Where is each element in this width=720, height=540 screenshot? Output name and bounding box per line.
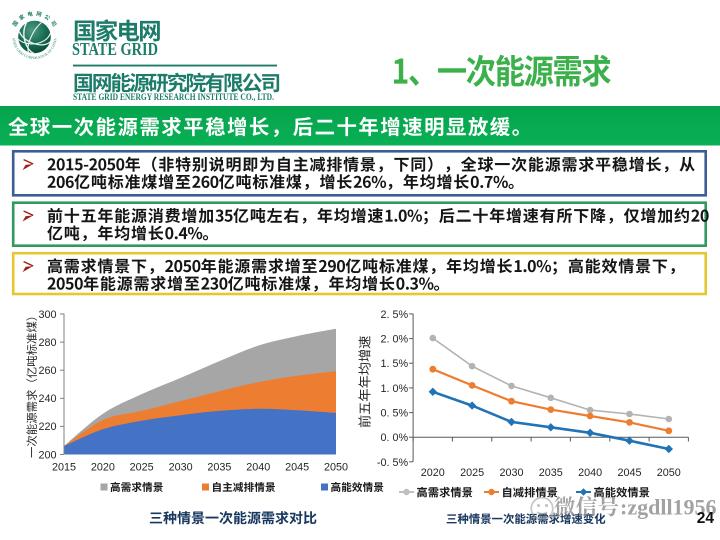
svg-text:2050: 2050 [657, 467, 681, 479]
svg-text::zgdll1956: :zgdll1956 [620, 495, 717, 520]
svg-text:STATE GRID: STATE GRID [72, 39, 158, 59]
svg-text:2025: 2025 [130, 461, 154, 473]
svg-text:2020: 2020 [421, 467, 445, 479]
svg-text:2030: 2030 [499, 467, 523, 479]
svg-text:2040: 2040 [578, 467, 602, 479]
svg-text:2030: 2030 [169, 461, 193, 473]
svg-text:0. 0%: 0. 0% [380, 432, 408, 444]
svg-text:240: 240 [38, 393, 56, 405]
svg-text:2040: 2040 [246, 461, 270, 473]
svg-text:2020: 2020 [91, 461, 115, 473]
svg-text:1. 0%: 1. 0% [380, 383, 408, 395]
svg-text:STATE GRID ENERGY RESEARCH INS: STATE GRID ENERGY RESEARCH INSTITUTE CO.… [73, 92, 274, 103]
svg-text:300: 300 [38, 309, 56, 321]
svg-text:2025: 2025 [460, 467, 484, 479]
svg-text:1. 5%: 1. 5% [380, 358, 408, 370]
svg-text:280: 280 [38, 337, 56, 349]
svg-text:2. 5%: 2. 5% [380, 309, 408, 321]
svg-text:260: 260 [38, 365, 56, 377]
svg-text:2035: 2035 [539, 467, 563, 479]
svg-text:0. 5%: 0. 5% [380, 408, 408, 420]
svg-text:2035: 2035 [207, 461, 231, 473]
svg-text:-0. 5%: -0. 5% [377, 457, 409, 469]
svg-text:2045: 2045 [285, 461, 309, 473]
svg-text:200: 200 [38, 449, 56, 461]
svg-text:220: 220 [38, 421, 56, 433]
svg-text:2015: 2015 [52, 461, 76, 473]
svg-text:2050: 2050 [324, 461, 348, 473]
svg-text:2. 0%: 2. 0% [380, 334, 408, 346]
svg-text:24: 24 [697, 510, 715, 527]
svg-text:2045: 2045 [617, 467, 641, 479]
